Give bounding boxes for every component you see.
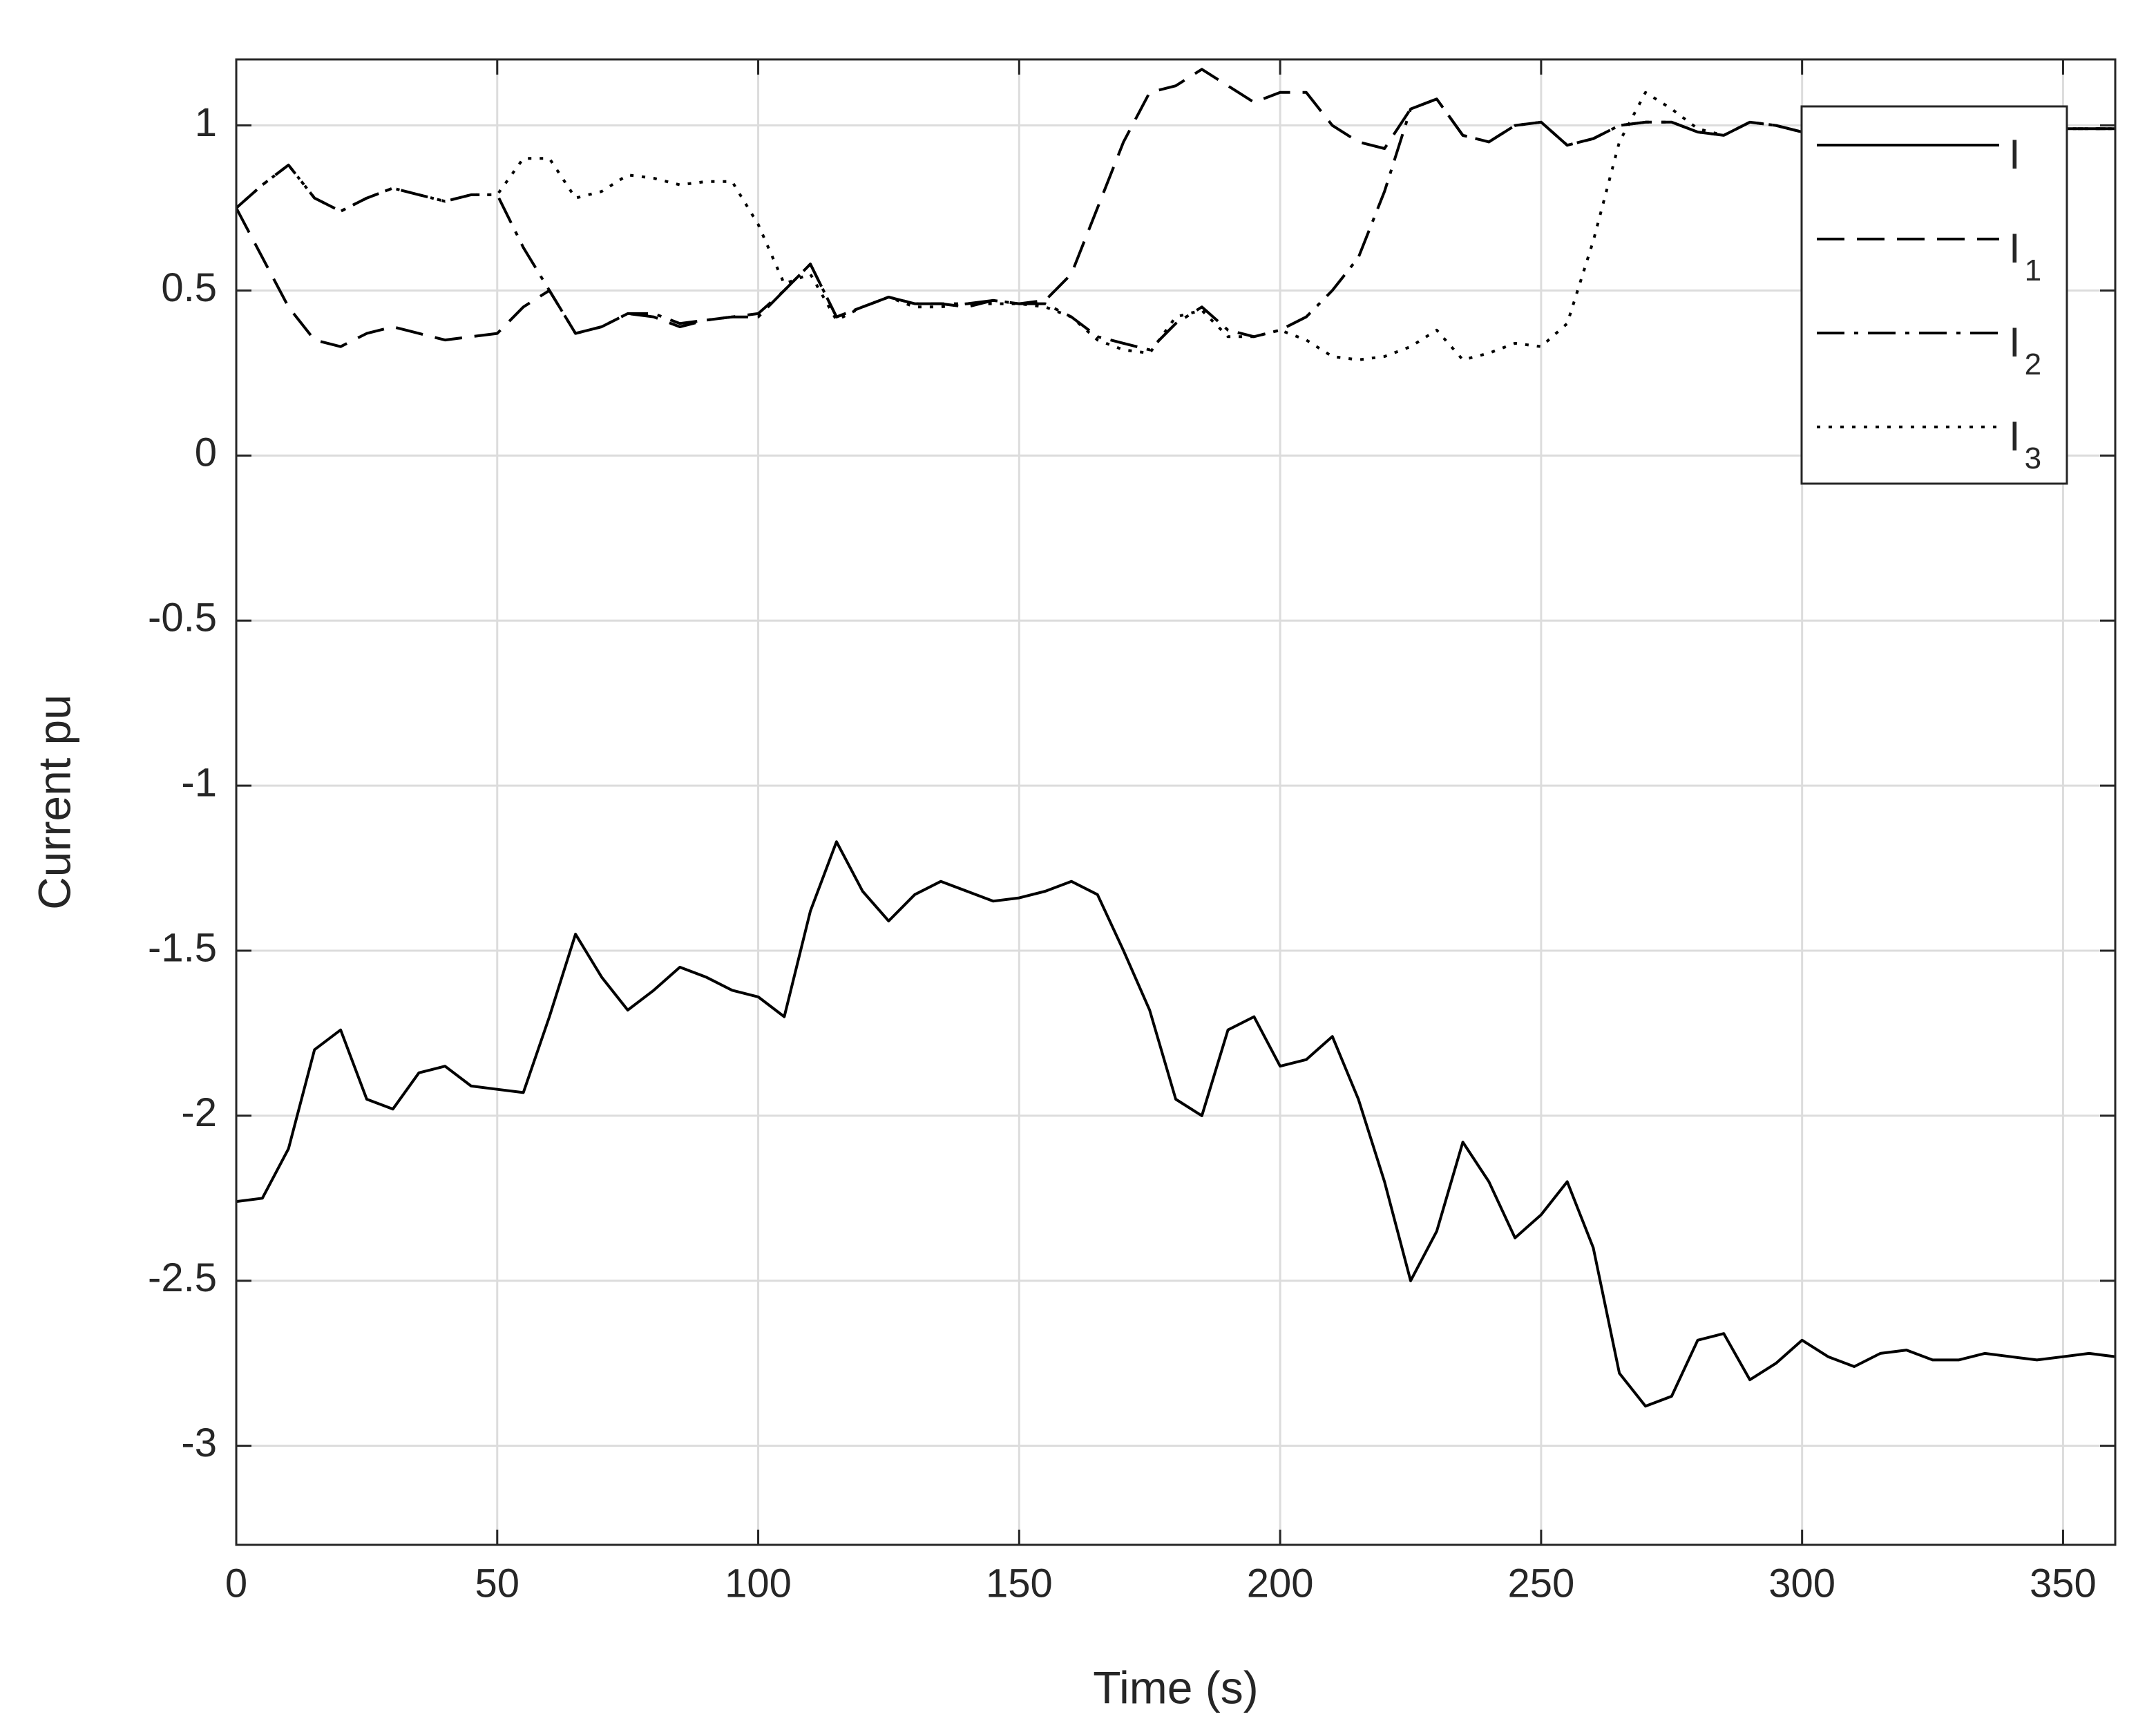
y-tick-label: -2.5 bbox=[148, 1255, 217, 1300]
x-tick-label: 50 bbox=[475, 1561, 520, 1606]
x-tick-label: 150 bbox=[986, 1561, 1053, 1606]
legend: I I 1 I 2 I 3 bbox=[1800, 105, 2068, 485]
x-tick-label: 300 bbox=[1768, 1561, 1835, 1606]
y-tick-label: -1 bbox=[181, 760, 217, 805]
y-tick-label: 0.5 bbox=[161, 265, 217, 310]
y-tick-label: 1 bbox=[195, 100, 217, 145]
legend-label: I bbox=[2009, 131, 2021, 178]
x-tick-label: 250 bbox=[1507, 1561, 1574, 1606]
y-tick-label: 0 bbox=[195, 430, 217, 475]
x-axis-label: Time (s) bbox=[1093, 1662, 1259, 1713]
x-tick-label: 350 bbox=[2030, 1561, 2097, 1606]
series-line bbox=[236, 97, 2115, 352]
legend-box bbox=[1800, 105, 2068, 485]
y-tick-label: -3 bbox=[181, 1420, 217, 1465]
plot-frame bbox=[235, 58, 2117, 1546]
y-tick-label: -2 bbox=[181, 1090, 217, 1135]
x-tick-label: 0 bbox=[225, 1561, 247, 1606]
x-tick-label: 100 bbox=[725, 1561, 792, 1606]
y-tick-label: -0.5 bbox=[148, 596, 217, 640]
x-tick-label: 200 bbox=[1247, 1561, 1314, 1606]
series-line bbox=[236, 840, 2115, 1408]
y-axis-label: Current pu bbox=[28, 694, 79, 910]
y-tick-label: -1.5 bbox=[148, 925, 217, 970]
